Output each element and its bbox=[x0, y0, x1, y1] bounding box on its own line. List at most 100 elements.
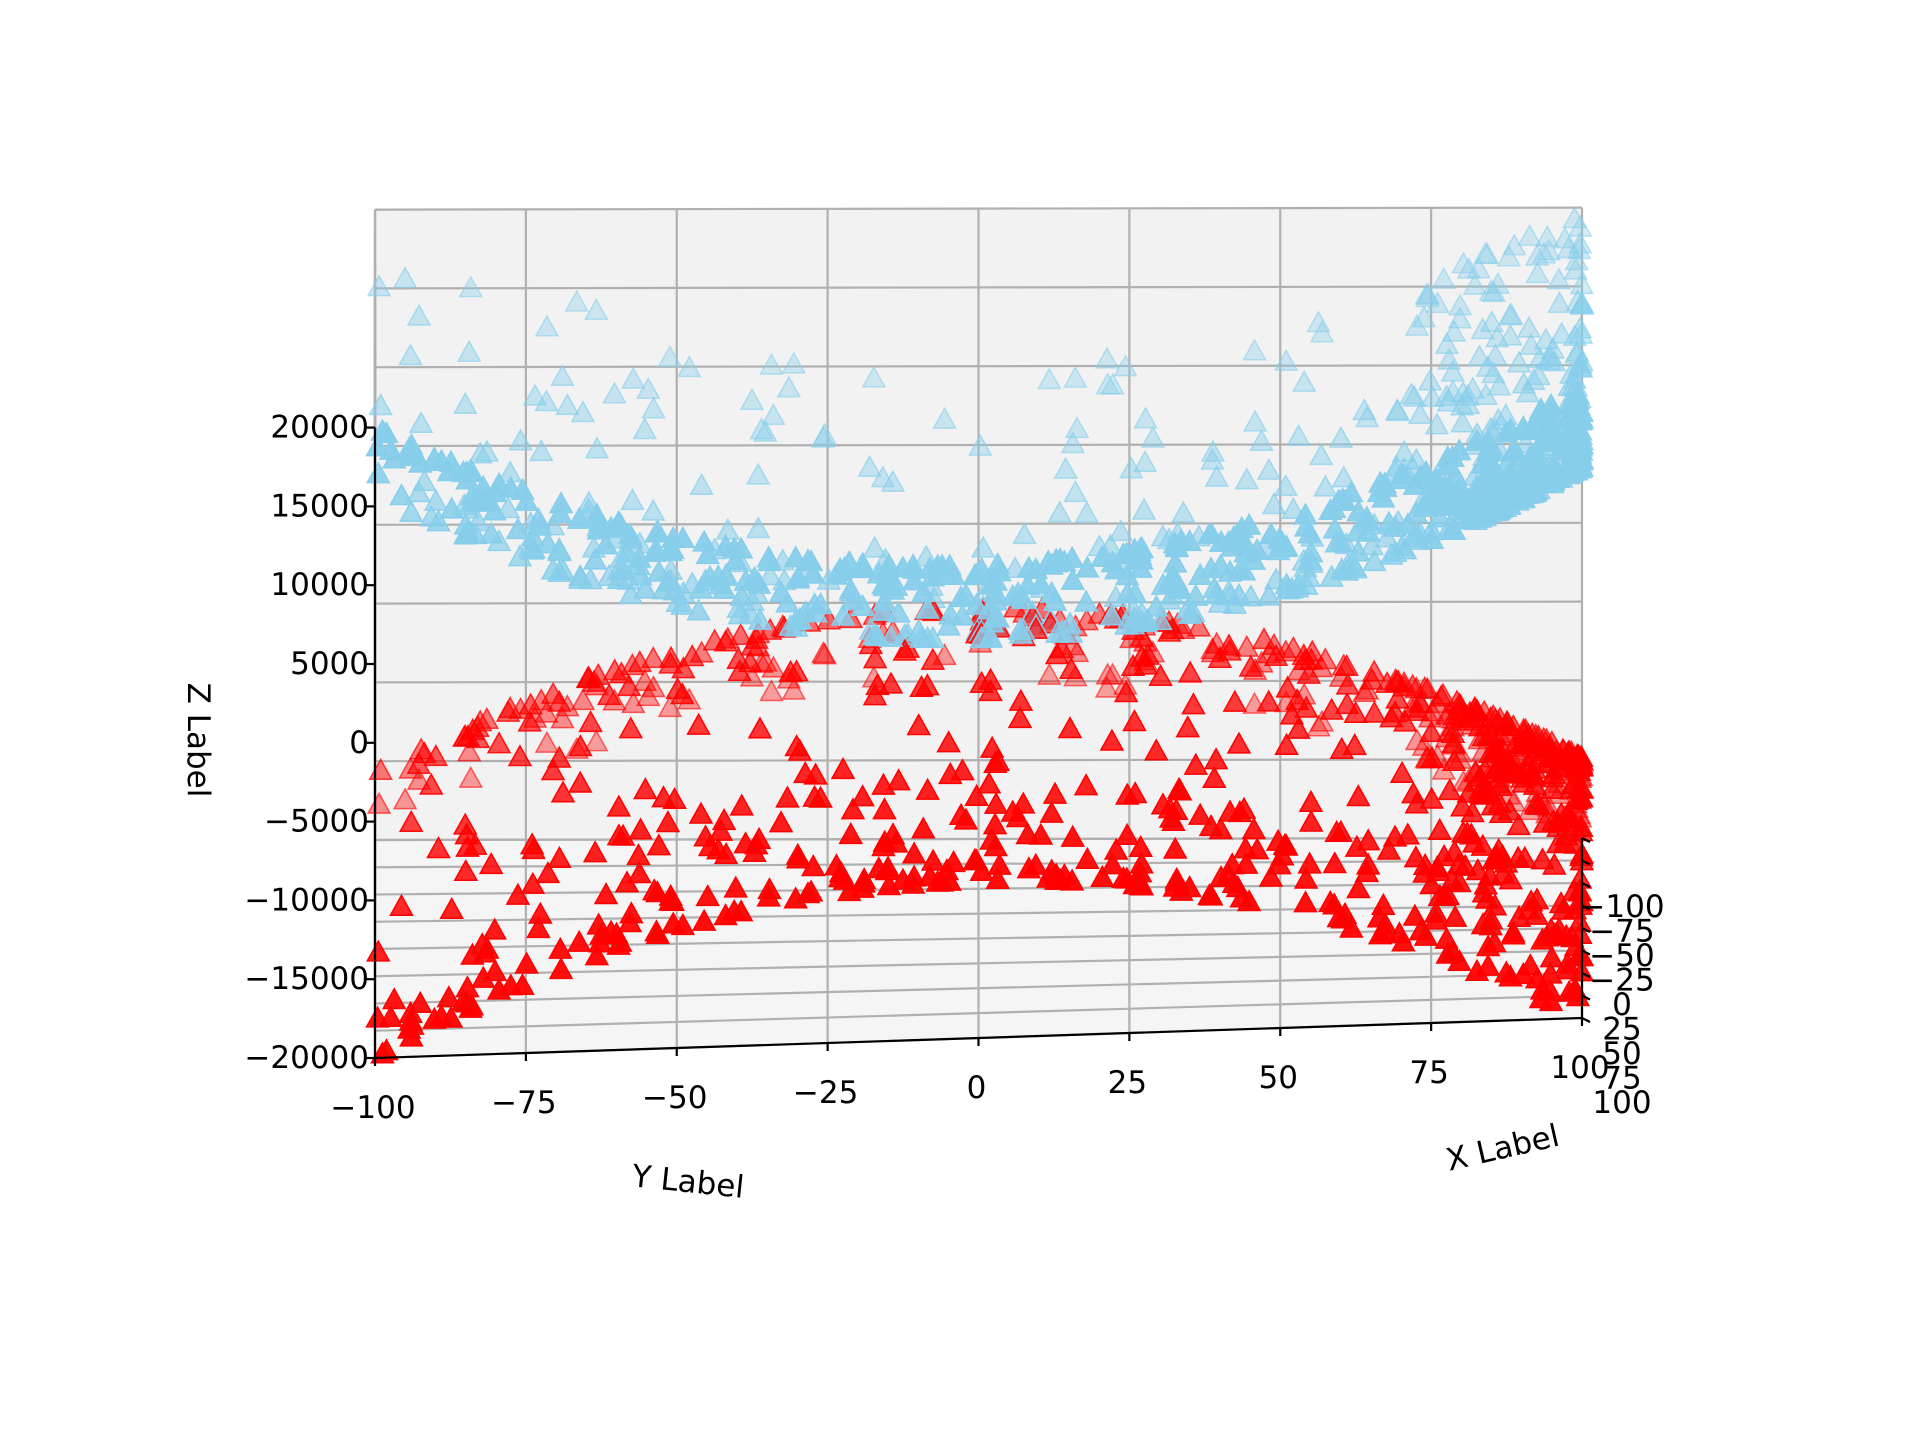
point-upper bbox=[1525, 261, 1550, 284]
point-upper bbox=[1060, 567, 1086, 590]
point-upper bbox=[570, 400, 596, 423]
point-upper bbox=[640, 498, 666, 521]
point-upper bbox=[365, 434, 390, 457]
point-upper bbox=[1401, 384, 1427, 407]
point-upper bbox=[1063, 479, 1088, 503]
point-lower bbox=[1419, 786, 1444, 809]
point-lower bbox=[1342, 732, 1368, 756]
point-lower bbox=[1075, 846, 1100, 869]
z-tick-label: 5000 bbox=[290, 646, 369, 682]
point-lower bbox=[803, 762, 828, 785]
point-upper bbox=[676, 355, 702, 378]
point-lower bbox=[1202, 765, 1227, 788]
point-lower bbox=[547, 689, 572, 712]
point-upper bbox=[861, 365, 887, 388]
point-upper bbox=[614, 540, 640, 563]
point-lower bbox=[1532, 810, 1558, 833]
x-tick-label: −50 bbox=[1589, 938, 1654, 974]
point-lower bbox=[628, 817, 653, 840]
point-upper bbox=[1506, 350, 1532, 373]
point-lower bbox=[695, 884, 721, 907]
point-upper bbox=[406, 303, 432, 326]
point-lower bbox=[482, 917, 507, 940]
point-lower bbox=[1326, 905, 1352, 928]
point-upper bbox=[365, 461, 391, 484]
point-lower bbox=[465, 726, 491, 749]
point-upper bbox=[1074, 500, 1100, 523]
point-upper bbox=[1053, 456, 1079, 479]
point-lower bbox=[850, 875, 875, 898]
point-upper bbox=[567, 563, 593, 587]
point-upper bbox=[1498, 417, 1523, 440]
point-upper bbox=[1431, 266, 1457, 289]
point-lower bbox=[1100, 662, 1125, 685]
point-lower bbox=[1564, 787, 1589, 810]
point-upper bbox=[1399, 382, 1424, 405]
point-lower bbox=[1298, 809, 1324, 832]
point-lower bbox=[1241, 817, 1267, 840]
point-upper bbox=[1524, 440, 1549, 464]
point-upper bbox=[641, 396, 666, 419]
point-lower bbox=[872, 797, 897, 820]
y-tick-label: −100 bbox=[330, 1090, 415, 1126]
point-upper bbox=[872, 588, 897, 611]
point-upper bbox=[550, 363, 575, 387]
point-lower bbox=[478, 851, 504, 875]
point-upper bbox=[1132, 450, 1158, 473]
point-lower bbox=[1208, 817, 1234, 840]
point-lower bbox=[640, 646, 666, 669]
point-lower bbox=[1007, 706, 1033, 729]
point-upper bbox=[727, 602, 752, 625]
point-upper bbox=[1202, 575, 1227, 599]
point-lower bbox=[781, 677, 807, 700]
point-lower bbox=[381, 987, 407, 1010]
point-upper bbox=[1261, 492, 1287, 515]
point-upper bbox=[759, 352, 784, 375]
point-upper bbox=[1308, 442, 1334, 466]
point-upper bbox=[801, 561, 826, 584]
point-lower bbox=[517, 709, 543, 732]
point-upper bbox=[1455, 392, 1481, 415]
point-upper bbox=[1309, 320, 1335, 343]
point-lower bbox=[1498, 867, 1524, 890]
point-lower bbox=[1168, 878, 1194, 901]
point-lower bbox=[1120, 653, 1146, 677]
point-lower bbox=[1419, 872, 1444, 895]
point-lower bbox=[578, 710, 603, 733]
point-upper bbox=[1057, 611, 1083, 634]
point-upper bbox=[1342, 554, 1368, 577]
point-upper bbox=[456, 339, 482, 362]
point-lower bbox=[1376, 837, 1402, 860]
point-lower bbox=[1293, 866, 1319, 889]
point-upper bbox=[761, 402, 786, 426]
point-upper bbox=[1226, 582, 1252, 605]
point-lower bbox=[655, 810, 681, 833]
point-upper bbox=[633, 576, 658, 599]
point-upper bbox=[584, 297, 609, 321]
point-upper bbox=[593, 532, 619, 555]
point-lower bbox=[1044, 642, 1070, 665]
point-lower bbox=[419, 772, 444, 795]
point-upper bbox=[1530, 461, 1555, 484]
point-lower bbox=[627, 649, 653, 673]
point-lower bbox=[1389, 760, 1415, 783]
point-upper bbox=[566, 506, 592, 529]
point-lower bbox=[1437, 778, 1463, 801]
point-upper bbox=[670, 525, 696, 548]
point-lower bbox=[463, 832, 488, 855]
point-upper bbox=[1542, 455, 1567, 478]
point-upper bbox=[508, 428, 533, 451]
point-upper bbox=[1424, 412, 1450, 435]
point-lower bbox=[670, 682, 695, 705]
point-upper bbox=[426, 509, 451, 532]
grid-line-z bbox=[374, 758, 1583, 763]
point-upper bbox=[408, 410, 434, 433]
point-lower bbox=[964, 783, 989, 807]
point-lower bbox=[398, 809, 424, 832]
point-lower bbox=[1039, 800, 1064, 823]
point-lower bbox=[1297, 851, 1322, 874]
point-lower bbox=[658, 651, 683, 674]
point-lower bbox=[1346, 876, 1371, 899]
point-lower bbox=[1339, 915, 1364, 938]
point-lower bbox=[439, 896, 464, 920]
